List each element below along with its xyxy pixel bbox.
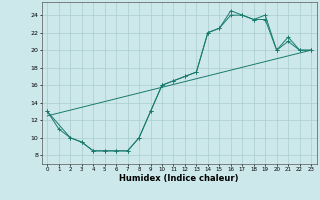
X-axis label: Humidex (Indice chaleur): Humidex (Indice chaleur) <box>119 174 239 183</box>
